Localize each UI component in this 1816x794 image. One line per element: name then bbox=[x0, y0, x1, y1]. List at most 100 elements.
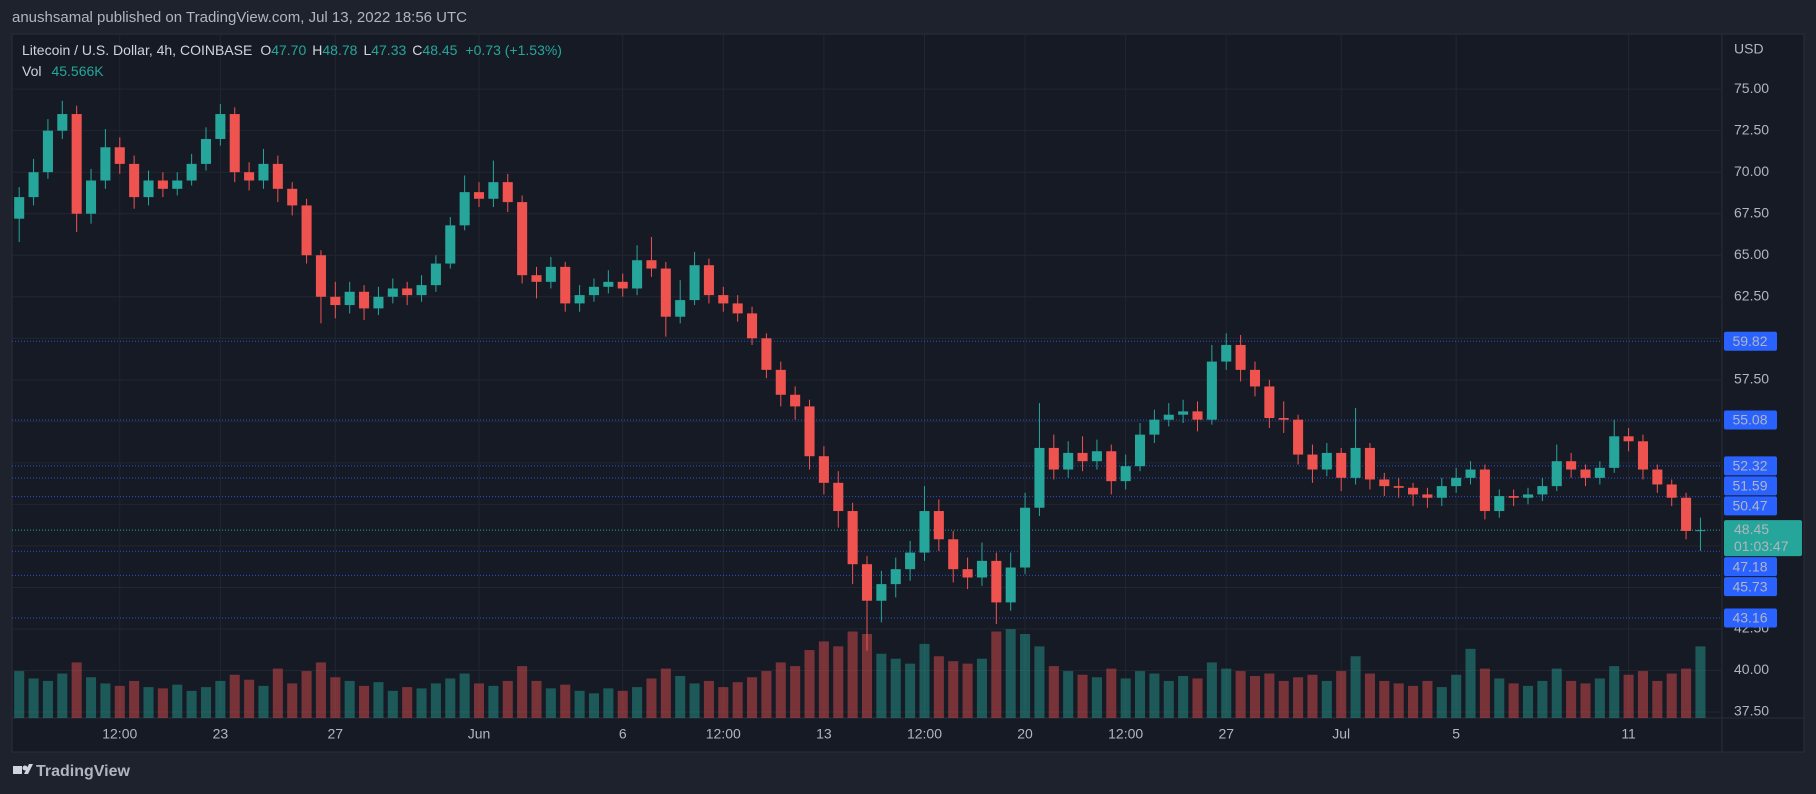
volume-bar bbox=[416, 688, 427, 718]
candle-body bbox=[703, 265, 714, 296]
candle-body bbox=[473, 192, 485, 199]
volume-bar bbox=[244, 679, 255, 718]
volume-bar bbox=[1106, 668, 1117, 718]
volume-bar bbox=[1551, 668, 1562, 718]
volume-bar bbox=[344, 680, 355, 718]
candle-body bbox=[1494, 496, 1505, 512]
candle-body bbox=[919, 511, 930, 553]
candle-body bbox=[847, 511, 858, 565]
x-tick-label: 5 bbox=[1452, 726, 1460, 742]
candle-body bbox=[258, 163, 269, 181]
level-label: 50.47 bbox=[1732, 498, 1767, 514]
volume-bar bbox=[991, 631, 1002, 718]
candle-body bbox=[129, 163, 140, 198]
candle-body bbox=[675, 300, 686, 317]
volume-bar bbox=[1408, 685, 1419, 718]
candle-body bbox=[244, 172, 255, 181]
level-label: 45.73 bbox=[1732, 578, 1767, 594]
candle-body bbox=[1221, 344, 1232, 362]
candle-body bbox=[1091, 451, 1102, 462]
volume-bar bbox=[962, 663, 973, 718]
volume-bar bbox=[143, 687, 154, 718]
volume-bar bbox=[473, 683, 485, 718]
candle-body bbox=[1192, 411, 1203, 420]
candle-body bbox=[588, 286, 600, 296]
level-label: 52.32 bbox=[1732, 458, 1767, 474]
candle-body bbox=[1120, 466, 1131, 482]
candle-body bbox=[905, 552, 916, 570]
volume-bar bbox=[100, 683, 111, 718]
candle-body bbox=[632, 260, 643, 289]
volume-bar bbox=[747, 677, 758, 718]
volume-bar bbox=[818, 641, 829, 718]
candle-body bbox=[1321, 452, 1332, 470]
candle-body bbox=[991, 560, 1002, 603]
candle-body bbox=[1666, 484, 1677, 498]
candle-body bbox=[215, 114, 226, 139]
logo-mark bbox=[13, 766, 22, 774]
x-tick-label: 12:00 bbox=[102, 726, 137, 742]
candle-body bbox=[646, 260, 657, 269]
candle-body bbox=[502, 182, 513, 203]
legend-key: L bbox=[363, 42, 371, 58]
level-label-box bbox=[1724, 496, 1777, 516]
candle-body bbox=[387, 288, 398, 297]
x-tick-label: 6 bbox=[619, 726, 627, 742]
plot bbox=[12, 100, 1722, 718]
y-tick-label: 70.00 bbox=[1734, 163, 1769, 179]
candle-body bbox=[574, 295, 585, 304]
candle-body bbox=[1537, 486, 1548, 495]
logo-mark bbox=[22, 765, 28, 771]
candle-body bbox=[1379, 479, 1390, 487]
volume-bar bbox=[1566, 680, 1577, 718]
candle-body bbox=[531, 275, 542, 282]
candle-body bbox=[272, 163, 283, 189]
volume-bar bbox=[675, 676, 686, 718]
volume-bar bbox=[1005, 629, 1016, 718]
volume-bar bbox=[1192, 678, 1203, 718]
volume-bar bbox=[1077, 674, 1088, 718]
y-tick-label: 40.00 bbox=[1734, 661, 1769, 677]
x-tick-label: 27 bbox=[328, 726, 344, 742]
candle-body bbox=[833, 482, 844, 512]
legend-key: C bbox=[412, 42, 422, 58]
candle-body bbox=[157, 180, 168, 189]
candle-body bbox=[1422, 494, 1433, 498]
candle-body bbox=[804, 406, 815, 457]
candle-body bbox=[459, 192, 470, 226]
y-tick-label: 65.00 bbox=[1734, 246, 1769, 262]
candle-body bbox=[1249, 369, 1261, 387]
volume-bar bbox=[1681, 668, 1692, 718]
candle-body bbox=[416, 285, 427, 296]
candle-body bbox=[1364, 447, 1375, 480]
candle-body bbox=[790, 394, 801, 407]
candle-body bbox=[933, 511, 944, 540]
volume-bar bbox=[517, 666, 528, 718]
volume-bar bbox=[1422, 680, 1433, 718]
volume-bar bbox=[502, 680, 513, 718]
level-label-box bbox=[1724, 410, 1777, 430]
candle-body bbox=[1149, 419, 1160, 435]
candle-body bbox=[1623, 436, 1634, 442]
candle-body bbox=[660, 268, 671, 317]
y-tick-label: 62.50 bbox=[1734, 287, 1769, 303]
volume-bar bbox=[632, 687, 643, 718]
candle-body bbox=[1609, 436, 1620, 468]
volume-bar bbox=[215, 680, 226, 718]
volume-bar bbox=[1494, 678, 1505, 718]
volume-bar bbox=[1149, 673, 1160, 718]
level-label-box bbox=[1724, 456, 1777, 476]
volume-bar bbox=[373, 682, 384, 718]
volume-bar bbox=[732, 682, 743, 718]
currency-label: USD bbox=[1734, 41, 1764, 57]
volume-bar bbox=[157, 688, 168, 718]
candle-body bbox=[1163, 414, 1174, 420]
candle-body bbox=[488, 182, 499, 199]
volume-bar bbox=[1020, 634, 1031, 718]
volume-bar bbox=[890, 658, 901, 718]
candle-body bbox=[172, 180, 183, 189]
volume-bar bbox=[1537, 680, 1548, 718]
candle-body bbox=[545, 266, 556, 282]
volume-bar bbox=[1293, 677, 1304, 718]
volume-legend-name: Vol bbox=[22, 63, 41, 79]
